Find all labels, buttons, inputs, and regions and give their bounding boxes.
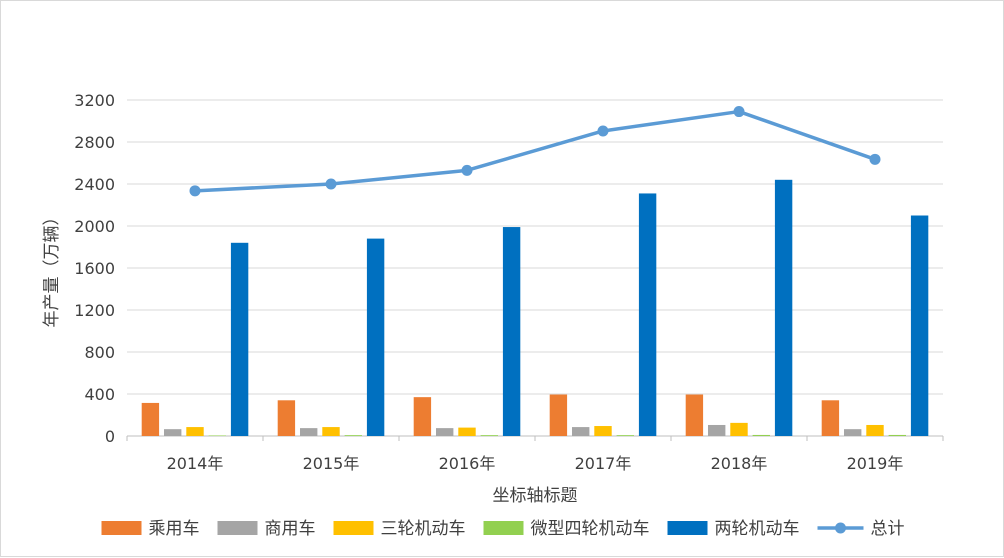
bar: [413, 397, 432, 436]
legend-label: 乘用车: [149, 519, 200, 539]
bar: [549, 394, 568, 436]
bar: [163, 429, 182, 436]
bar: [230, 242, 249, 436]
legend-label: 商用车: [265, 519, 316, 539]
line-point: [869, 153, 881, 165]
x-tick-label: 2019年: [847, 454, 904, 473]
bar-series: [141, 179, 929, 437]
y-tick-label: 800: [84, 343, 115, 362]
line-point: [733, 106, 745, 118]
bar: [910, 215, 929, 436]
bar: [821, 400, 840, 436]
line-point: [325, 178, 337, 190]
bar: [502, 227, 521, 436]
y-tick-label: 1200: [74, 301, 115, 320]
bar: [344, 435, 363, 436]
x-axis-title: 坐标轴标题: [493, 486, 578, 506]
line-point: [461, 164, 473, 176]
y-tick-label: 1600: [74, 259, 115, 278]
x-tick-label: 2015年: [303, 454, 360, 473]
x-tick-label: 2014年: [167, 454, 224, 473]
legend: 乘用车 商用车 三轮机动车 微型四轮机动车 两轮机动车 总计: [101, 519, 905, 539]
bar: [685, 394, 704, 436]
x-tick-label: 2017年: [575, 454, 632, 473]
bar: [208, 435, 227, 436]
y-tick-label: 2800: [74, 133, 115, 152]
bar: [186, 427, 204, 436]
bar: [594, 426, 612, 436]
bar: [322, 427, 340, 436]
bar: [458, 427, 476, 436]
bar: [141, 402, 160, 436]
legend-marker: [835, 522, 846, 534]
grid-lines: [127, 99, 943, 395]
x-tick-label: 2016年: [439, 454, 496, 473]
bar: [277, 400, 296, 436]
bar: [707, 424, 726, 436]
legend-swatch: [333, 521, 374, 535]
y-tick-label: 0: [105, 427, 115, 446]
y-axis-title: 年产量（万辆）: [42, 209, 62, 328]
y-tick-label: 400: [84, 385, 115, 404]
y-tick-label: 3200: [74, 91, 115, 110]
bar: [480, 435, 499, 436]
bar: [366, 238, 385, 436]
legend-swatch: [101, 521, 142, 535]
x-axis: 2014年 2015年 2016年 2017年 2018年 2019年: [126, 435, 944, 473]
bar: [638, 193, 657, 436]
bar: [435, 428, 454, 436]
bar: [888, 434, 907, 436]
total-line: [194, 109, 876, 193]
y-tick-label: 2000: [74, 217, 115, 236]
bar: [866, 424, 884, 436]
x-tick-label: 2018年: [711, 454, 768, 473]
legend-swatch: [667, 521, 708, 535]
bar: [730, 422, 748, 436]
bar: [843, 429, 862, 436]
line-series: [189, 106, 881, 197]
bar: [299, 428, 318, 436]
y-tick-label: 2400: [74, 175, 115, 194]
line-point: [189, 185, 201, 197]
bar: [774, 179, 793, 437]
bar: [571, 427, 590, 436]
bar: [616, 435, 635, 436]
legend-label: 总计: [871, 519, 905, 539]
y-axis-ticks: 0 400 800 1200 1600 2000 2400 2800 3200: [74, 91, 115, 446]
legend-swatch: [217, 521, 258, 535]
bar: [752, 434, 771, 436]
legend-label: 两轮机动车: [715, 519, 800, 539]
legend-label: 微型四轮机动车: [531, 519, 650, 539]
legend-swatch: [483, 521, 524, 535]
line-point: [597, 125, 609, 137]
legend-label: 三轮机动车: [381, 519, 466, 539]
